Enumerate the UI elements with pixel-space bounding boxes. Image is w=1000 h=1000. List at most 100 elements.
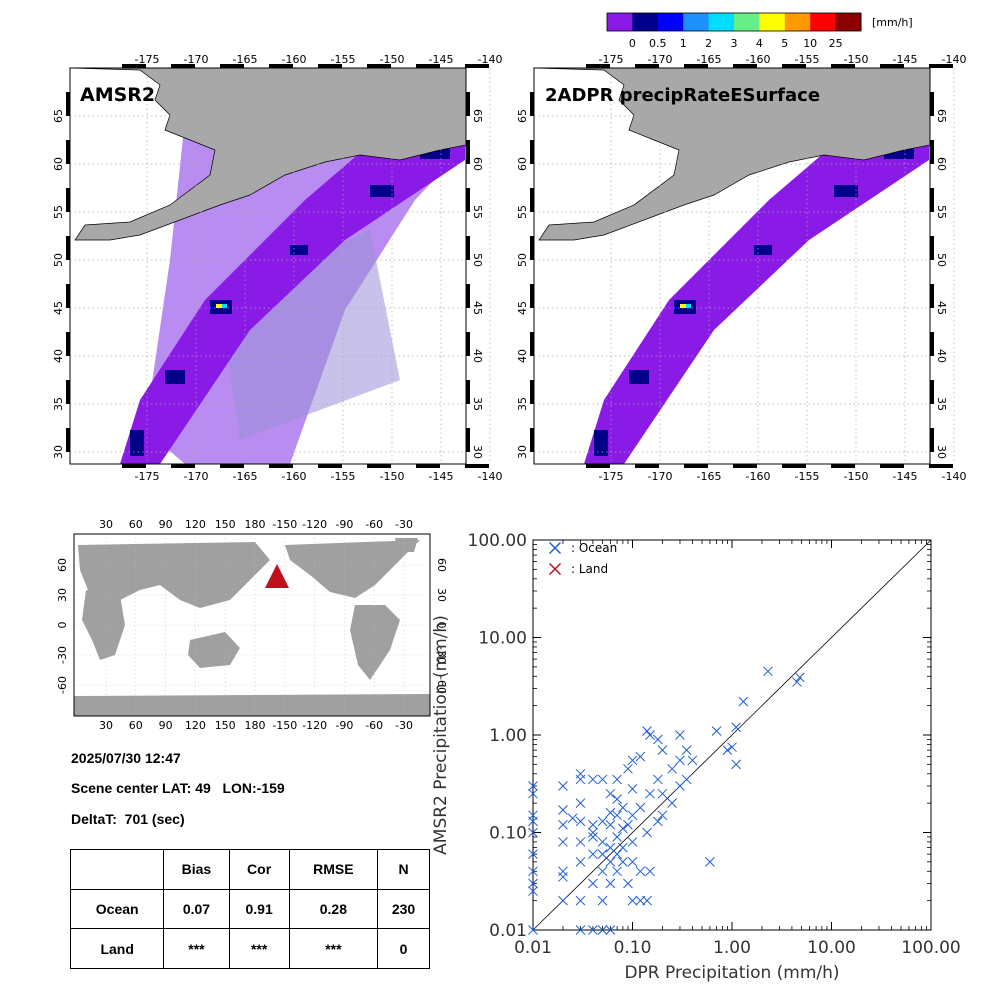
map-frame-edge-tick [171,464,195,468]
globe-lat-tick-left: -60 [56,676,69,694]
scatter-point [575,816,586,827]
scatter-point-stroke [653,734,663,745]
heavy-rain-patch [370,185,394,197]
colorbar-tick-label: 3 [731,37,738,50]
heavy-rain-patch [594,430,608,456]
scatter-point [597,774,608,785]
scatter-point [667,763,677,774]
scatter-point-stroke [528,925,538,935]
map-lat-tick-label-left: 45 [516,301,529,315]
scatter-point [575,798,586,809]
map-frame-edge-tick [733,64,757,68]
map-frame-edge-tick [880,64,904,68]
map-lat-tick-label-left: 65 [516,109,529,123]
scatter-point-stroke [575,798,586,809]
scatter-point-stroke [653,774,663,785]
scatter-point-stroke [635,751,646,762]
map-lon-tick-label-top: -145 [893,53,918,66]
map-lon-tick-label-bottom: -170 [648,470,673,483]
map-frame-edge-tick [930,380,934,404]
map-frame-edge-tick [269,464,293,468]
colorbar-swatch [810,13,837,31]
map-frame-edge-tick [530,140,534,164]
delta-t: DeltaT: 701 (sec) [71,811,185,827]
table-row-land: Land *** *** *** 0 [69,928,430,969]
peak-rain-pixel [680,304,686,308]
map-lon-tick-label-top: -165 [697,53,722,66]
scatter-point-stroke [558,895,568,906]
map-frame-edge-tick [66,380,70,404]
scatter-point-stroke [575,768,586,779]
scatter-point [657,745,668,755]
map-lat-tick-label-right: 65 [935,109,948,123]
map-lat-tick-label-left: 65 [52,109,65,123]
scatter-point-stroke [558,819,568,830]
map-frame-edge-tick [530,92,534,116]
scatter-point [597,895,608,906]
scatter-point-stroke [731,722,741,733]
scatter-point [528,788,538,799]
scatter-point-stroke [528,781,538,791]
scatter-point-stroke [667,763,677,774]
map-frame-edge-tick [318,464,342,468]
map-frame-edge-tick [635,464,659,468]
scatter-point-stroke [618,823,628,834]
map-lat-tick-label-left: 30 [516,445,529,459]
scatter-point [597,837,608,847]
map-lat-tick-label-right: 45 [471,301,484,315]
globe-lon-tick-top: 60 [129,518,143,531]
table-cell: *** [288,928,379,969]
globe-lon-tick-bottom: 30 [99,719,113,732]
scatter-point [588,878,598,889]
scatter-point-stroke [738,696,749,707]
globe-lat-tick-left: 30 [56,588,69,602]
scatter-point-stroke [575,895,586,906]
map-frame-edge-tick [122,464,146,468]
globe-lat-tick-right: 30 [435,588,448,602]
scatter-x-tick-label: 0.10 [614,938,652,958]
scatter-point-stroke [623,763,633,774]
scatter-point [567,813,578,824]
scatter-point [645,866,655,877]
map-frame-edge-tick [782,64,806,68]
scatter-point [597,866,608,877]
map-lon-tick-label-top: -165 [233,53,258,66]
scatter-point [794,672,805,683]
map-lat-tick-label-right: 45 [935,301,948,315]
scatter-point [675,755,685,766]
globe-lon-tick-bottom: 180 [245,719,266,732]
scatter-point [605,788,616,799]
colorbar-tick-label: 4 [756,37,763,50]
map-lat-tick-label-left: 40 [516,349,529,363]
scatter-point [653,734,663,745]
map-lon-tick-label-bottom: -160 [746,470,771,483]
map-lat-tick-label-left: 40 [52,349,65,363]
dpr-land-mask [533,67,931,241]
map-frame-edge-tick [635,64,659,68]
greenland-landmass [395,538,418,552]
scatter-point [711,726,722,736]
scatter-point [558,781,568,791]
global-locator-map: 30 30 60 60 90 90 120 120 150 150 180 180 -150 -150 -1… [56,518,448,732]
globe-lat-tick-right: 60 [435,558,448,572]
scatter-point-stroke [667,798,677,809]
scatter-point [623,878,633,889]
dpr-map-panel: -175 -175 -170 -170 -165 -165 -160 -160 -155 -155… [516,53,966,483]
amsr2-map-ticks: -175 -175 -170 -170 -165 -165 -160 -160 -155 -155… [52,53,502,483]
scatter-point-stroke [627,810,638,821]
scatter-point-stroke [528,849,538,859]
scatter-point-stroke [792,677,802,687]
map-lon-tick-label-top: -140 [942,53,967,66]
globe-lon-tick-bottom: 60 [129,719,143,732]
scatter-point [575,768,586,779]
scatter-point-stroke [645,730,655,740]
scatter-point-stroke [588,832,598,842]
map-lon-tick-label-bottom: -175 [599,470,624,483]
observation-datetime: 2025/07/30 12:47 [71,750,181,766]
scatter-point [612,866,622,877]
peak-rain-pixel [222,304,227,308]
scatter-point [667,798,677,809]
scatter-y-tick-label: 0.01 [489,921,527,941]
scatter-point-stroke [794,672,805,683]
scatter-point [763,666,773,677]
